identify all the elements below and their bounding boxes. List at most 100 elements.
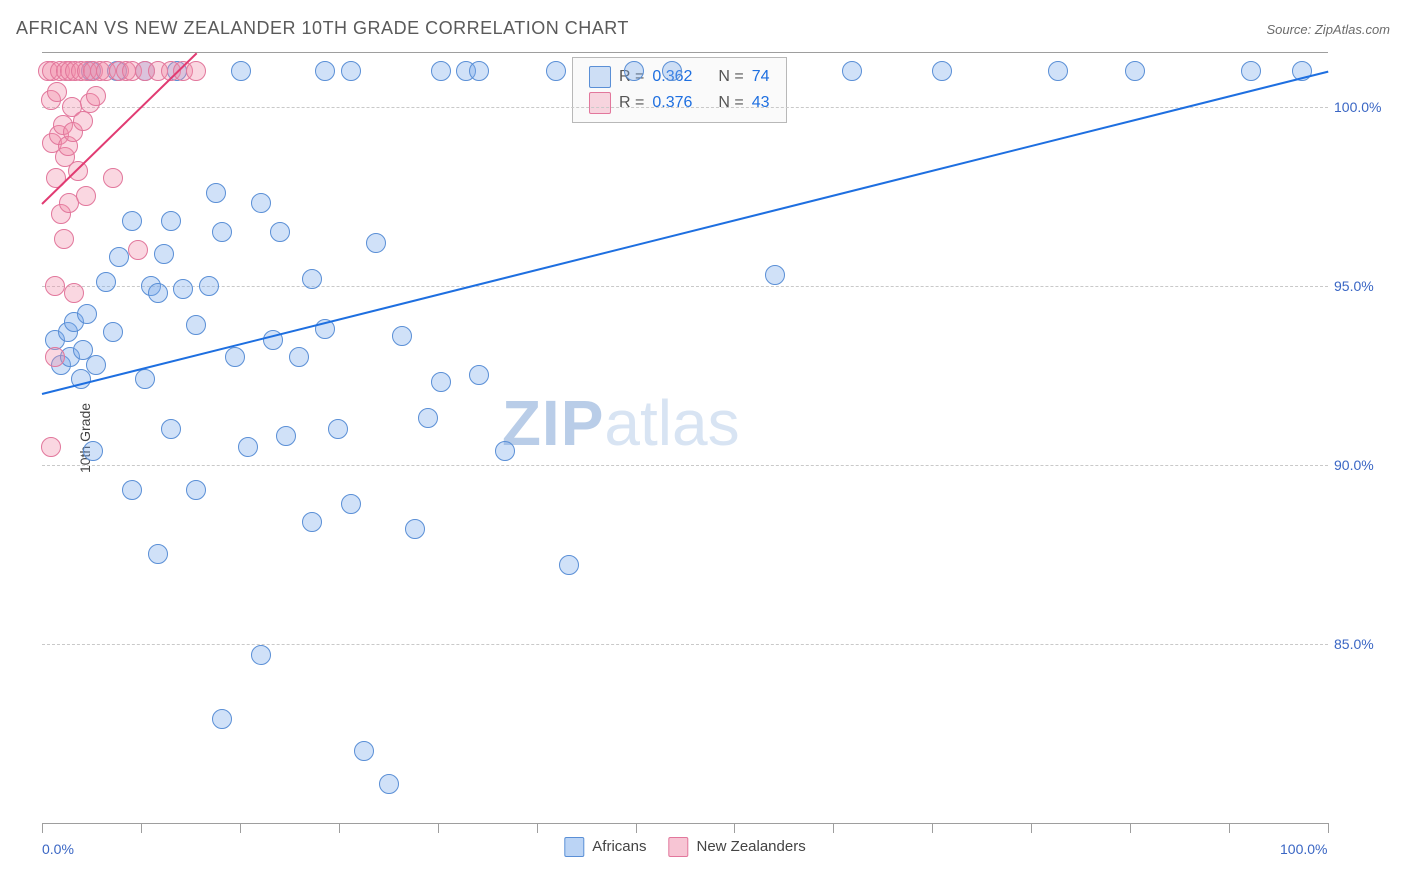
scatter-point (122, 211, 142, 231)
x-tick (932, 823, 933, 833)
gridline (42, 286, 1328, 287)
scatter-point (148, 544, 168, 564)
y-tick-label: 100.0% (1334, 99, 1390, 115)
scatter-point (68, 161, 88, 181)
scatter-point (231, 61, 251, 81)
scatter-point (238, 437, 258, 457)
scatter-point (212, 709, 232, 729)
scatter-point (206, 183, 226, 203)
scatter-point (225, 347, 245, 367)
scatter-point (469, 61, 489, 81)
scatter-point (161, 211, 181, 231)
scatter-point (122, 480, 142, 500)
scatter-point (1048, 61, 1068, 81)
x-tick (1328, 823, 1329, 833)
gridline (42, 644, 1328, 645)
scatter-point (212, 222, 232, 242)
scatter-point (328, 419, 348, 439)
scatter-point (418, 408, 438, 428)
scatter-point (341, 61, 361, 81)
scatter-point (83, 441, 103, 461)
scatter-point (270, 222, 290, 242)
scatter-point (96, 272, 116, 292)
scatter-point (341, 494, 361, 514)
scatter-point (128, 240, 148, 260)
scatter-point (154, 244, 174, 264)
stats-swatch (589, 66, 611, 88)
scatter-point (251, 193, 271, 213)
x-tick (734, 823, 735, 833)
scatter-point (276, 426, 296, 446)
x-tick (1130, 823, 1131, 833)
stats-swatch (589, 92, 611, 114)
x-tick (42, 823, 43, 833)
scatter-point (366, 233, 386, 253)
x-tick (636, 823, 637, 833)
scatter-point (1241, 61, 1261, 81)
scatter-plot: 10th Grade ZIPatlas R =0.362N =74R =0.37… (42, 52, 1328, 824)
x-tick (438, 823, 439, 833)
x-tick (833, 823, 834, 833)
scatter-point (109, 247, 129, 267)
x-axis-label: 0.0% (42, 841, 74, 857)
scatter-point (431, 61, 451, 81)
scatter-point (405, 519, 425, 539)
y-axis-label: 10th Grade (77, 403, 93, 473)
x-tick (1229, 823, 1230, 833)
scatter-point (289, 347, 309, 367)
scatter-point (546, 61, 566, 81)
scatter-point (302, 269, 322, 289)
scatter-point (103, 168, 123, 188)
x-tick (537, 823, 538, 833)
scatter-point (148, 283, 168, 303)
scatter-point (173, 279, 193, 299)
scatter-point (41, 437, 61, 457)
scatter-point (54, 229, 74, 249)
scatter-point (186, 315, 206, 335)
scatter-point (469, 365, 489, 385)
legend-swatch (668, 837, 688, 857)
scatter-point (392, 326, 412, 346)
y-tick-label: 90.0% (1334, 457, 1390, 473)
legend-item: Africans (564, 837, 646, 857)
scatter-point (251, 645, 271, 665)
stats-row: R =0.376N =43 (589, 90, 770, 116)
scatter-point (354, 741, 374, 761)
scatter-point (86, 355, 106, 375)
y-tick-label: 85.0% (1334, 636, 1390, 652)
scatter-point (64, 283, 84, 303)
scatter-point (86, 86, 106, 106)
gridline (42, 465, 1328, 466)
x-tick (240, 823, 241, 833)
watermark: ZIPatlas (502, 386, 740, 460)
scatter-point (302, 512, 322, 532)
scatter-point (624, 61, 644, 81)
scatter-point (379, 774, 399, 794)
scatter-point (103, 322, 123, 342)
y-tick-label: 95.0% (1334, 278, 1390, 294)
scatter-point (135, 369, 155, 389)
scatter-point (199, 276, 219, 296)
scatter-point (842, 61, 862, 81)
legend-item: New Zealanders (668, 837, 805, 857)
scatter-point (765, 265, 785, 285)
legend-swatch (564, 837, 584, 857)
scatter-point (77, 304, 97, 324)
legend-label: New Zealanders (696, 838, 805, 855)
scatter-point (186, 480, 206, 500)
scatter-point (45, 276, 65, 296)
scatter-point (662, 61, 682, 81)
x-tick (339, 823, 340, 833)
series-legend: Africans New Zealanders (564, 837, 805, 857)
source-attribution: Source: ZipAtlas.com (1266, 22, 1390, 37)
scatter-point (161, 419, 181, 439)
scatter-point (932, 61, 952, 81)
legend-label: Africans (592, 838, 646, 855)
scatter-point (431, 372, 451, 392)
scatter-point (186, 61, 206, 81)
x-tick (1031, 823, 1032, 833)
gridline (42, 107, 1328, 108)
scatter-point (495, 441, 515, 461)
chart-title: AFRICAN VS NEW ZEALANDER 10TH GRADE CORR… (16, 18, 629, 39)
scatter-point (1125, 61, 1145, 81)
